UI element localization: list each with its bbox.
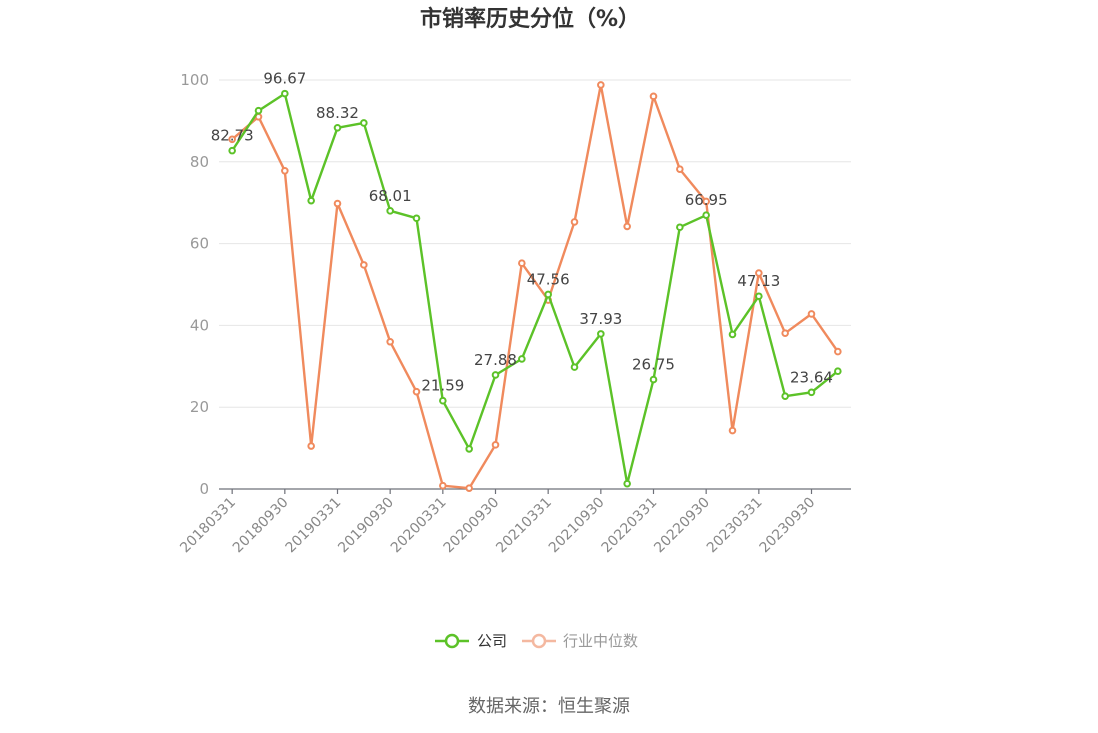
data-point[interactable]: [228, 135, 236, 144]
legend[interactable]: 公司 行业中位数: [435, 632, 638, 650]
data-point[interactable]: [649, 375, 658, 384]
data-label: 96.67: [263, 70, 306, 88]
data-point[interactable]: [781, 329, 789, 337]
data-point[interactable]: [439, 396, 447, 405]
data-point[interactable]: [281, 89, 289, 98]
data-label: 82.73: [211, 127, 254, 145]
data-label: 26.75: [632, 356, 675, 374]
x-tick-label: 20220930: [651, 495, 713, 557]
x-tick-label: 20210930: [546, 495, 608, 557]
data-point[interactable]: [228, 146, 236, 155]
x-tick-label: 20200930: [441, 495, 503, 557]
data-point[interactable]: [702, 211, 710, 219]
data-point[interactable]: [360, 119, 368, 127]
data-point[interactable]: [465, 445, 473, 453]
data-point[interactable]: [518, 355, 526, 363]
data-label: 21.59: [421, 377, 464, 395]
data-point[interactable]: [333, 123, 342, 132]
data-label: 47.56: [527, 270, 570, 288]
data-point[interactable]: [728, 330, 737, 339]
data-point[interactable]: [755, 269, 763, 277]
x-tick-label: 20180930: [230, 495, 292, 557]
x-tick-label: 20230930: [757, 495, 819, 557]
data-point[interactable]: [386, 337, 394, 346]
data-point[interactable]: [307, 442, 315, 450]
legend-label-industry-median: 行业中位数: [563, 632, 638, 650]
series-industry-median: [228, 81, 842, 492]
data-point[interactable]: [491, 441, 500, 449]
x-tick-label: 20190930: [335, 495, 397, 557]
data-label: 27.88: [474, 351, 517, 369]
legend-item-industry-median[interactable]: 行业中位数: [522, 632, 638, 650]
x-tick-label: 20210331: [493, 495, 555, 557]
data-label: 23.64: [790, 368, 833, 386]
data-point[interactable]: [676, 223, 684, 232]
series-line: [231, 92, 839, 485]
data-point[interactable]: [649, 92, 658, 101]
y-tick-label: 0: [199, 480, 209, 498]
data-point[interactable]: [570, 218, 579, 226]
data-point[interactable]: [781, 392, 789, 400]
legend-label-company: 公司: [477, 632, 507, 650]
data-point[interactable]: [623, 222, 631, 231]
series-company: [228, 89, 842, 488]
data-label: 37.93: [579, 310, 622, 328]
legend-item-company[interactable]: 公司: [435, 632, 507, 650]
data-label: 68.01: [369, 187, 412, 205]
data-point[interactable]: [439, 481, 447, 490]
y-tick-label: 100: [180, 71, 209, 89]
x-tick-label: 20200331: [388, 495, 450, 557]
data-point[interactable]: [333, 199, 342, 208]
y-tick-label: 60: [190, 235, 209, 253]
data-point[interactable]: [597, 81, 605, 89]
data-point[interactable]: [518, 259, 526, 268]
data-label: 47.13: [737, 272, 780, 290]
plot-area: [228, 81, 842, 492]
series-line: [231, 83, 839, 490]
data-point[interactable]: [491, 371, 500, 379]
data-point[interactable]: [807, 310, 816, 318]
data-point[interactable]: [807, 388, 816, 397]
data-point[interactable]: [755, 292, 763, 301]
data-point[interactable]: [676, 165, 684, 173]
data-point[interactable]: [307, 196, 315, 205]
chart-title: 市销率历史分位（%）: [420, 6, 640, 32]
x-tick-label: 20190331: [283, 495, 345, 557]
y-tick-label: 80: [190, 153, 209, 171]
data-point[interactable]: [412, 387, 421, 396]
source-note: 数据来源：恒生聚源: [468, 696, 630, 717]
data-point[interactable]: [386, 207, 394, 215]
x-tick-label: 20230331: [704, 495, 766, 557]
data-point[interactable]: [834, 347, 842, 356]
data-point[interactable]: [834, 367, 842, 376]
x-tick-label: 20220331: [599, 495, 661, 557]
data-point[interactable]: [570, 363, 579, 371]
y-tick-label: 20: [190, 398, 209, 416]
data-point[interactable]: [412, 214, 421, 223]
data-label: 66.95: [685, 191, 728, 209]
data-label: 88.32: [316, 104, 359, 122]
data-point[interactable]: [465, 484, 473, 492]
x-tick-label: 20180331: [177, 495, 239, 557]
data-point[interactable]: [360, 261, 368, 269]
y-tick-label: 40: [190, 316, 209, 334]
data-labels: 82.73 96.67 88.32 68.01 21.59 27.88 47.56 37.93…: [211, 70, 833, 395]
data-point[interactable]: [254, 106, 263, 115]
data-point[interactable]: [281, 166, 289, 175]
data-point[interactable]: [597, 330, 605, 338]
axes: 2018033120180930201903312019093020200331…: [177, 488, 851, 557]
data-point[interactable]: [544, 290, 552, 299]
data-point[interactable]: [702, 197, 710, 206]
data-point[interactable]: [728, 426, 737, 435]
data-point[interactable]: [623, 479, 631, 488]
